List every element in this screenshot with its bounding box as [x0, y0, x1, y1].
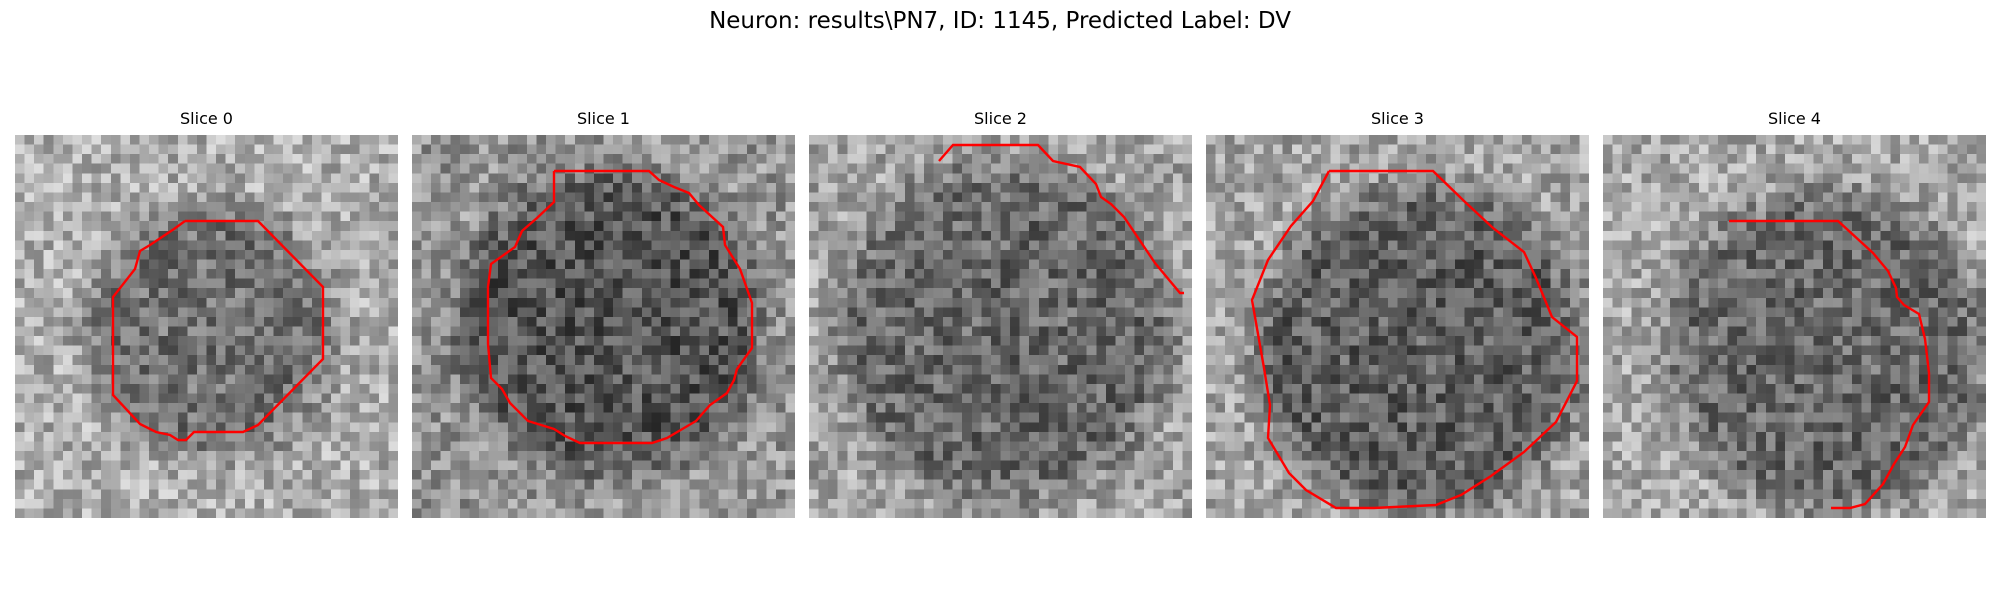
slice-0-panel [15, 135, 398, 518]
slice-1-contour [486, 169, 754, 445]
slice-2-image [809, 135, 1192, 518]
slice-0-image [15, 135, 398, 518]
slice-4-panel [1603, 135, 1986, 518]
slice-2-title: Slice 2 [974, 109, 1027, 128]
slice-3-title: Slice 3 [1371, 109, 1424, 128]
slice-3-panel [1206, 135, 1589, 518]
slice-3-contour [1250, 169, 1579, 510]
slice-0-title: Slice 0 [180, 109, 233, 128]
slice-1-panel [412, 135, 795, 518]
slice-0-contour [111, 219, 325, 442]
slice-2-panel [809, 135, 1192, 518]
slice-1-image [412, 135, 795, 518]
slice-1-title: Slice 1 [577, 109, 630, 128]
figure-title: Neuron: results\PN7, ID: 1145, Predicted… [709, 8, 1291, 34]
slice-4-contour [1729, 219, 1931, 510]
slice-4-title: Slice 4 [1768, 109, 1821, 128]
slice-2-contour [938, 143, 1184, 295]
slice-3-image [1206, 135, 1589, 518]
